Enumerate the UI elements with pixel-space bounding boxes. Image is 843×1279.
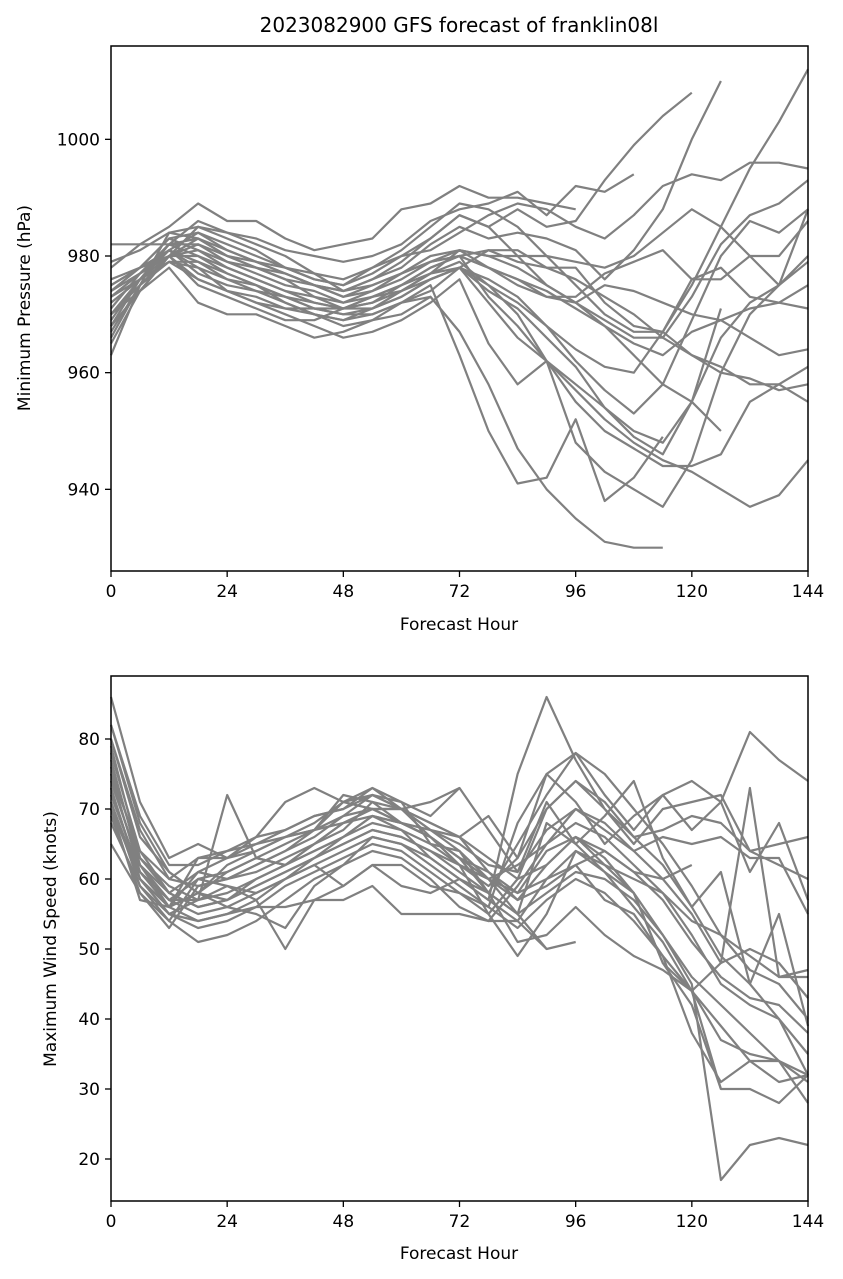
wind-y-tick-label: 40	[78, 1010, 100, 1030]
chart-title: 2023082900 GFS forecast of franklin08l	[260, 13, 659, 37]
pressure-x-tick-label: 72	[449, 582, 471, 602]
wind-y-tick-label: 60	[78, 870, 100, 890]
wind-y-tick-label: 80	[78, 730, 100, 750]
wind-series-line-21	[109, 794, 548, 950]
wind-series-line-17	[109, 786, 722, 1090]
wind-x-tick-label: 0	[106, 1212, 117, 1232]
pressure-series-line-24	[110, 249, 809, 392]
wind-y-axis-label: Maximum Wind Speed (knots)	[41, 811, 61, 1067]
pressure-x-tick-label: 48	[333, 582, 355, 602]
wind-series-line-19	[109, 738, 810, 1027]
wind-x-tick-label: 72	[449, 1212, 471, 1232]
wind-series-line-23	[109, 787, 576, 951]
pressure-series-line-1	[109, 214, 722, 432]
pressure-series-line-3	[110, 184, 576, 269]
wind-y-tick-label: 20	[78, 1150, 100, 1170]
wind-x-axis-label: Forecast Hour	[400, 1244, 518, 1264]
wind-y-tick-label: 30	[78, 1080, 100, 1100]
wind-series-line-10	[110, 807, 809, 944]
wind-series-line-24	[109, 801, 693, 909]
pressure-series-line-23	[110, 249, 809, 357]
pressure-x-tick-label: 144	[792, 582, 824, 602]
pressure-x-tick-label: 96	[565, 582, 587, 602]
pressure-series-line-22	[110, 254, 722, 444]
wind-x-tick-label: 96	[565, 1212, 587, 1232]
pressure-x-axis-label: Forecast Hour	[400, 615, 518, 635]
pressure-axis-ticks: 0 24 48 72 96 120 144 940 960 980 1000	[57, 130, 824, 602]
wind-x-tick-label: 120	[676, 1212, 708, 1232]
pressure-series-line-2	[110, 68, 809, 345]
wind-x-tick-label: 48	[333, 1212, 355, 1232]
pressure-series-line-7	[110, 161, 809, 316]
pressure-y-tick-label: 1000	[57, 130, 100, 150]
pressure-y-tick-label: 960	[68, 364, 100, 384]
wind-series-line-20	[109, 772, 810, 901]
wind-axis-ticks: 0 24 48 72 96 120 144 20 30 40 50 60 70 80	[78, 730, 824, 1232]
pressure-x-tick-label: 120	[676, 582, 708, 602]
wind-x-tick-label: 24	[216, 1212, 238, 1232]
wind-chart: 0 24 48 72 96 120 144 20 30 40 50 60 70 80 Forecast H…	[41, 675, 824, 1264]
wind-series-line-3	[109, 738, 809, 999]
wind-series-lines	[109, 695, 810, 1182]
pressure-y-tick-label: 940	[68, 480, 100, 500]
pressure-y-axis-label: Minimum Pressure (hPa)	[15, 205, 35, 411]
pressure-x-tick-label: 24	[216, 582, 238, 602]
pressure-series-lines	[109, 68, 810, 549]
pressure-series-line-6	[110, 80, 722, 304]
pressure-y-tick-label: 980	[68, 247, 100, 267]
pressure-chart: 0 24 48 72 96 120 144 940 960 980 1000 Forecast Ho…	[15, 45, 824, 635]
pressure-series-line-21	[110, 266, 461, 339]
wind-y-tick-label: 70	[78, 800, 100, 820]
pressure-x-tick-label: 0	[106, 582, 117, 602]
wind-x-tick-label: 144	[792, 1212, 824, 1232]
pressure-series-line-4	[110, 173, 635, 263]
wind-y-tick-label: 50	[78, 940, 100, 960]
